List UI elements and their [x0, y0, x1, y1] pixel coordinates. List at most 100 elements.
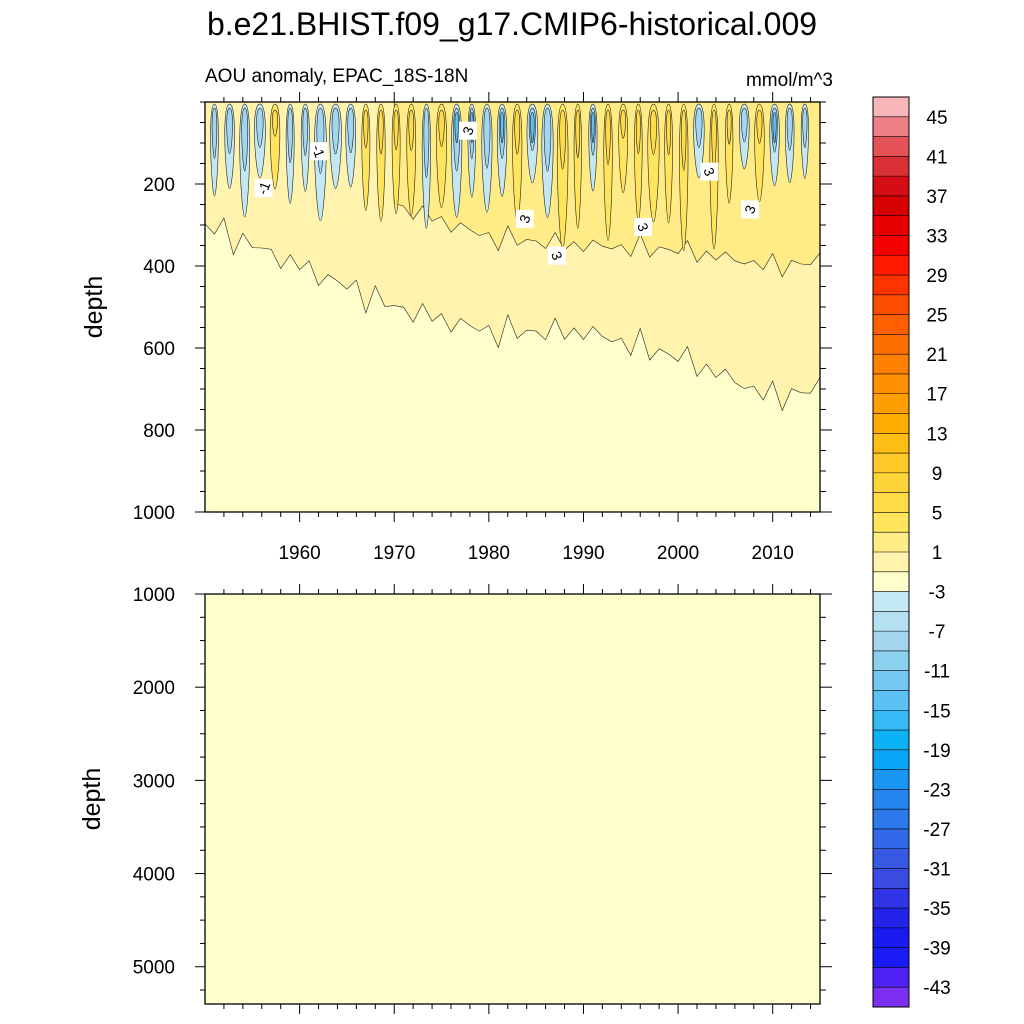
- contour-label-box: [459, 121, 478, 140]
- contour-label: 3: [740, 200, 759, 219]
- colorbar-swatch: [873, 809, 909, 830]
- colorbar-label: -23: [923, 780, 950, 801]
- contour-label-box: [515, 209, 534, 228]
- y-tick-label: 3000: [133, 771, 175, 792]
- colorbar-swatch: [873, 334, 909, 355]
- colorbar-swatch: [873, 215, 909, 236]
- colorbar-label: 9: [932, 464, 943, 485]
- y-tick-label: 400: [143, 257, 175, 278]
- negative-cell-peak: [454, 111, 459, 144]
- negative-cell-peak: [772, 111, 777, 144]
- colorbar-label: -27: [923, 820, 950, 841]
- negative-cell-core: [347, 107, 354, 154]
- negative-cell-core: [241, 107, 249, 172]
- colorbar-swatch: [873, 868, 909, 889]
- colorbar-swatch: [873, 393, 909, 414]
- positive-cell-core: [559, 109, 566, 170]
- negative-cell-core: [802, 107, 808, 149]
- upper-axis-ticks: 1960 1970 1980 1990 2000 2010 200 400 600 800 1000: [133, 92, 832, 564]
- negative-cell-core: [695, 107, 703, 148]
- colorbar-label: 21: [926, 345, 947, 366]
- positive-cell-core: [408, 109, 415, 152]
- y-tick-label: 600: [143, 339, 175, 360]
- contour-label-box: [740, 200, 759, 219]
- colorbar-swatch: [873, 888, 909, 909]
- contour-label: -1: [254, 179, 273, 198]
- colorbar-label: 45: [926, 108, 947, 129]
- y-tick-label: 2000: [133, 678, 175, 699]
- contour-label-box: [254, 179, 273, 198]
- positive-cell-core: [575, 109, 581, 159]
- colorbar-swatch: [873, 433, 909, 454]
- positive-cell-core: [438, 109, 445, 147]
- colorbar-label: -3: [929, 583, 946, 604]
- colorbar-swatch: [873, 670, 909, 691]
- y-tick-label: 800: [143, 421, 175, 442]
- negative-cell-core: [331, 107, 340, 155]
- colorbar-swatch: [873, 631, 909, 652]
- colorbar-swatch: [873, 650, 909, 672]
- contour-label-box: [547, 246, 566, 265]
- contour-label-box: [634, 218, 653, 237]
- negative-cell-core: [211, 107, 218, 159]
- colorbar-label: 41: [926, 147, 947, 168]
- x-tick-label: 1990: [562, 543, 604, 564]
- colorbar-swatch: [873, 294, 909, 316]
- contour-label: 3: [515, 209, 534, 228]
- contour-label-text: -1: [309, 143, 328, 160]
- colorbar-label: 37: [926, 187, 947, 208]
- colorbar-swatch: [873, 947, 909, 968]
- colorbar-swatch: [873, 591, 909, 612]
- negative-cell-peak: [591, 111, 595, 144]
- colorbar-label: -39: [923, 939, 950, 960]
- colorbar-swatch: [873, 275, 909, 296]
- contour-label: -1: [309, 142, 328, 161]
- colorbar-label: -35: [923, 899, 950, 920]
- positive-cell-core: [272, 109, 278, 137]
- x-tick-label: 1980: [468, 543, 510, 564]
- x-tick-label: 1960: [278, 543, 320, 564]
- colorbar: [872, 96, 910, 1008]
- colorbar-swatch: [873, 97, 909, 118]
- colorbar-swatch: [873, 927, 909, 949]
- negative-cell-core: [543, 107, 552, 172]
- contour-label: 3: [459, 121, 478, 140]
- contour-label-box: [700, 162, 719, 181]
- contour-label: 3: [547, 246, 566, 265]
- upper-y-axis-label: depth: [80, 276, 108, 339]
- colorbar-labels: 45 41 37 33 29 25 21 17 13 9 5 1 -3 -7 -11 -15 -19 -23 -27…: [923, 108, 950, 999]
- lower-plot-background: [205, 594, 820, 1004]
- figure-title: b.e21.BHIST.f09_g17.CMIP6-historical.009: [207, 6, 817, 42]
- y-tick-label: 1000: [133, 503, 175, 524]
- lower-plot-frame: [204, 593, 821, 1005]
- colorbar-label: -7: [929, 622, 946, 643]
- positive-cell-core: [514, 109, 521, 155]
- colorbar-swatch: [873, 987, 909, 1008]
- colorbar-swatch: [873, 611, 909, 632]
- colorbar-swatch: [873, 472, 909, 494]
- colorbar-swatch: [873, 136, 909, 157]
- colorbar-swatch: [873, 453, 909, 474]
- colorbar-swatch: [873, 195, 909, 217]
- colorbar-swatch: [873, 532, 909, 553]
- colorbar-label: 33: [926, 226, 947, 247]
- colorbar-swatch: [873, 967, 909, 988]
- colorbar-label: -31: [923, 860, 950, 881]
- negative-cell-peak: [500, 111, 505, 144]
- negative-cell-core: [287, 107, 293, 164]
- colorbar-frame: [872, 96, 910, 1008]
- negative-cell-peak: [530, 111, 535, 144]
- colorbar-label: 5: [932, 503, 943, 524]
- colorbar-swatch: [873, 848, 909, 869]
- colorbar-label: 25: [926, 306, 947, 327]
- colorbar-swatch: [873, 828, 909, 850]
- colorbar-swatch: [873, 255, 909, 276]
- colorbar-swatch: [873, 690, 909, 711]
- colorbar-swatch: [873, 710, 909, 731]
- contour-label-text: -1: [254, 179, 273, 196]
- colorbar-swatch: [873, 789, 909, 810]
- colorbar-swatch: [873, 492, 909, 513]
- negative-cell-core: [423, 107, 430, 179]
